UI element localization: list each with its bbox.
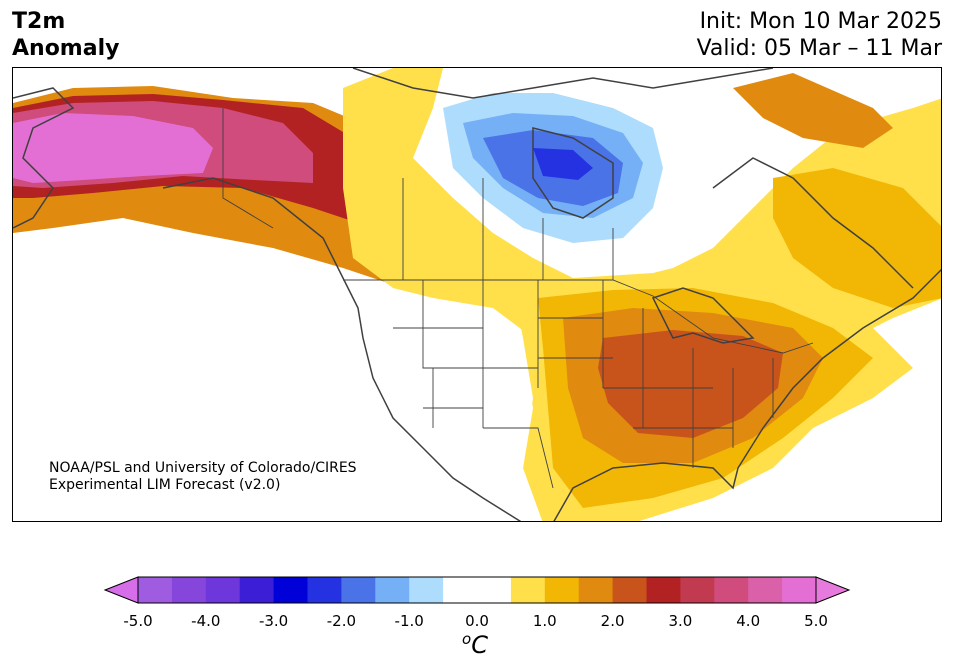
credit-line-1: NOAA/PSL and University of Colorado/CIRE… bbox=[49, 460, 357, 476]
colorbar-tick-label: -5.0 bbox=[123, 612, 153, 630]
colorbar-over-arrow bbox=[815, 576, 851, 604]
warm-anomaly-canada-east-orange bbox=[733, 73, 893, 148]
colorbar-bin-0 bbox=[138, 577, 173, 603]
valid-range: Valid: 05 Mar – 11 Mar bbox=[696, 36, 942, 61]
coastlines-and-borders bbox=[13, 68, 941, 521]
colorbar-tick-label: -4.0 bbox=[191, 612, 221, 630]
map-title: T2m Anomaly bbox=[12, 8, 119, 62]
colorbar-under-arrow bbox=[103, 576, 139, 604]
colorbar-tick-label: 3.0 bbox=[668, 612, 693, 630]
coastline-labrador bbox=[712, 157, 914, 289]
colorbar-bin-1 bbox=[171, 577, 207, 603]
credit-line-2: Experimental LIM Forecast (v2.0) bbox=[49, 477, 281, 493]
data-credit: NOAA/PSL and University of Colorado/CIRE… bbox=[49, 460, 357, 494]
colorbar-bin-17 bbox=[748, 577, 783, 603]
colorbar-bin-15 bbox=[680, 577, 715, 603]
canadian-provincial-borders bbox=[402, 178, 614, 280]
canada-us-border bbox=[343, 279, 814, 354]
colorbar-bin-18 bbox=[782, 577, 817, 603]
title-line-1: T2m bbox=[12, 9, 66, 34]
unit-letter: C bbox=[471, 631, 488, 659]
alaska-canada-border bbox=[222, 108, 274, 229]
warm-anomaly-alaska-pink bbox=[13, 113, 213, 183]
neutral-western-us bbox=[353, 298, 533, 488]
colorbar-tick-label: -2.0 bbox=[326, 612, 357, 630]
colorbar-bin-4 bbox=[273, 577, 308, 603]
colorbar-bins bbox=[138, 577, 817, 603]
colorbar-tick-label: 4.0 bbox=[736, 612, 761, 630]
colorbar-bin-2 bbox=[205, 577, 241, 603]
colorbar-bin-9 bbox=[443, 577, 512, 603]
anomaly-map bbox=[12, 67, 942, 522]
colorbar-tick-label: 1.0 bbox=[532, 612, 557, 630]
colorbar-bin-7 bbox=[375, 577, 410, 603]
degree-symbol: o bbox=[462, 630, 472, 648]
coastline-alaska bbox=[13, 87, 75, 229]
colorbar-bin-12 bbox=[578, 577, 614, 603]
title-line-2: Anomaly bbox=[12, 36, 120, 61]
colorbar-tick-label: -1.0 bbox=[394, 612, 424, 630]
colorbar-tick-label: 0.0 bbox=[465, 612, 489, 630]
colorbar-tick-label: -3.0 bbox=[258, 612, 289, 630]
great-lakes bbox=[651, 287, 755, 344]
colorbar-bin-6 bbox=[341, 577, 376, 603]
forecast-dates: Init: Mon 10 Mar 2025 Valid: 05 Mar – 11… bbox=[697, 8, 942, 62]
colorbar-tick-label: 2.0 bbox=[600, 612, 625, 630]
colorbar bbox=[103, 576, 851, 604]
colorbar-unit: oC bbox=[462, 630, 488, 659]
coastline-hudson-bay bbox=[532, 127, 614, 219]
anomaly-map-svg bbox=[13, 68, 941, 521]
coastline-pacific bbox=[162, 177, 522, 521]
cold-anomaly-canada-core bbox=[533, 148, 593, 180]
colorbar-outline bbox=[137, 576, 817, 604]
anomaly-fill-layer bbox=[13, 68, 941, 521]
colorbar-bin-10 bbox=[510, 577, 546, 603]
us-state-borders bbox=[393, 280, 774, 489]
colorbar-bin-11 bbox=[544, 577, 580, 603]
colorbar-bin-13 bbox=[612, 577, 647, 603]
coastline-arctic bbox=[352, 68, 774, 99]
init-date: Init: Mon 10 Mar 2025 bbox=[699, 9, 942, 34]
colorbar-bin-8 bbox=[409, 577, 444, 603]
colorbar-bin-3 bbox=[239, 577, 275, 603]
colorbar-bin-14 bbox=[646, 577, 681, 603]
coastline-gulf-atlantic bbox=[553, 268, 941, 521]
colorbar-tick-label: 5.0 bbox=[804, 612, 828, 630]
political-borders bbox=[222, 108, 814, 489]
colorbar-bin-5 bbox=[307, 577, 342, 603]
colorbar-bin-16 bbox=[714, 577, 749, 603]
warm-anomaly-us-rust bbox=[598, 330, 783, 438]
